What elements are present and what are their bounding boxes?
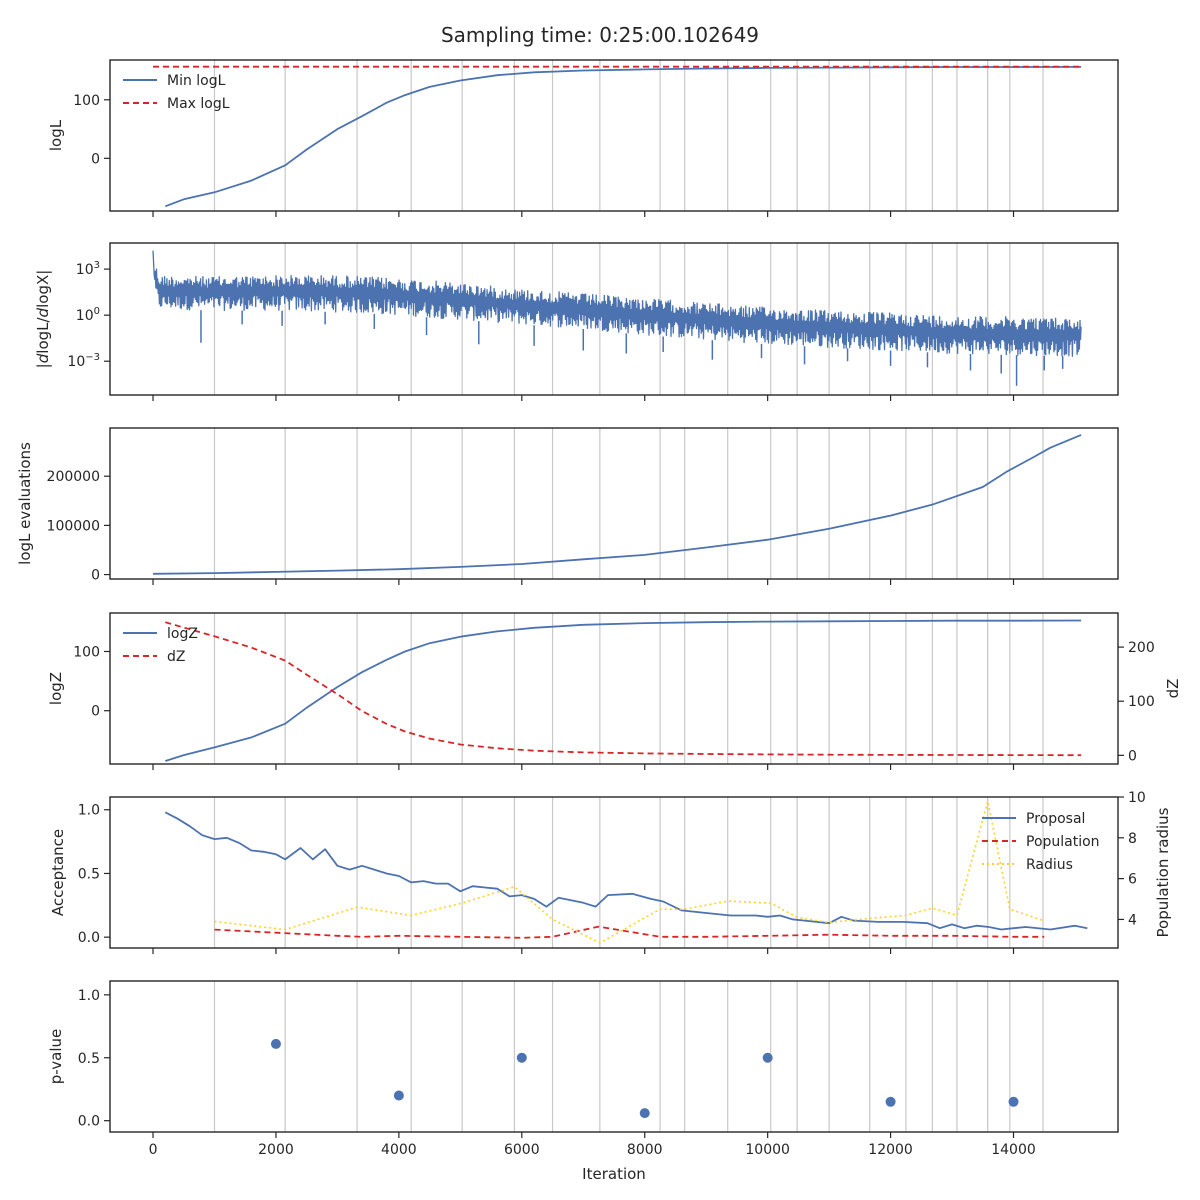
y-axis-label-part: logX [34, 275, 52, 308]
x-tick-label: 10000 [745, 1142, 790, 1158]
series-line-dz [165, 621, 1082, 757]
panel-logl: 0 100 logL Min logL Max logL [47, 59, 1119, 217]
panel-logz: 0 100 0 100 200 logZ dZ logZ dZ [47, 612, 1182, 770]
y-tick-label: 0.5 [78, 866, 100, 882]
x-tick-label: 8000 [627, 1142, 663, 1158]
data-layer [153, 65, 1082, 208]
pvalue-point [639, 1108, 650, 1119]
panel-accept: 0.0 0.5 1.0 4 6 8 10 Acceptance Population radiu… [49, 790, 1172, 954]
series-line-min-logl [164, 66, 1082, 208]
y-tick-label: 1.0 [78, 988, 100, 1004]
legend-entry: Proposal [1026, 811, 1085, 827]
panel-frame [109, 796, 1119, 949]
y-tick-label: 0.0 [78, 930, 100, 946]
y-axis-label: Acceptance [49, 829, 67, 916]
series-line-radius [214, 800, 1044, 944]
y2-tick-label: 200 [1128, 640, 1155, 656]
x-tick-label: 14000 [991, 1142, 1036, 1158]
y-tick-label-exponent: −3 [85, 352, 100, 363]
panel-pvalue: 0 2000 4000 6000 8000 10000 12000 14000 0.0 0.5 1.… [47, 980, 1119, 1158]
data-layer [152, 250, 1082, 386]
y-tick-label: 0 [91, 151, 100, 167]
y-axis-label: logZ [47, 672, 65, 705]
y-axis-label: |dlogL/dlogX| [34, 270, 52, 369]
y-tick-label: 100 [73, 644, 100, 660]
y-tick-label: 100 [76, 306, 100, 324]
pvalue-point [885, 1096, 896, 1107]
y-tick-label-base: 10 [76, 308, 94, 324]
y2-tick-label: 6 [1128, 872, 1137, 888]
y-tick-label: 100000 [47, 518, 100, 534]
y2-axis-label: Population radius [1154, 807, 1172, 937]
x-tick-label: 6000 [504, 1142, 540, 1158]
y2-tick-label: 100 [1128, 694, 1155, 710]
pvalue-point [762, 1052, 773, 1063]
y-axis-label-part: | [34, 363, 52, 368]
data-layer [270, 1038, 1019, 1119]
legend: logZ dZ [123, 626, 198, 665]
pvalue-point [393, 1090, 404, 1101]
y-tick-label: 100 [73, 93, 100, 109]
series-line-dlogl [152, 250, 1082, 357]
panel-frame [109, 242, 1119, 396]
y-tick-label: 0 [91, 704, 100, 720]
y2-axis-label: dZ [1164, 679, 1182, 699]
panel-frame [109, 427, 1119, 580]
y-axis-label-part: | [34, 270, 52, 275]
y-tick-label: 1.0 [78, 803, 100, 819]
series-line-population [214, 925, 1045, 939]
y-axis-label-part: logL/ [34, 316, 52, 353]
y-tick-label: 0 [91, 568, 100, 584]
x-tick-label: 0 [149, 1142, 158, 1158]
x-tick-label: 4000 [381, 1142, 417, 1158]
y-axis-label-part: d [34, 307, 52, 317]
y-axis-label: logL evaluations [16, 442, 34, 565]
y2-tick-label: 8 [1128, 831, 1137, 847]
y-tick-label: 0.0 [78, 1114, 100, 1130]
x-tick-label: 2000 [258, 1142, 294, 1158]
y-axis-label-part: d [34, 353, 52, 363]
legend: Proposal Population Radius [982, 811, 1100, 873]
legend: Min logL Max logL [123, 73, 230, 112]
series-line-nlike [152, 434, 1082, 575]
y-tick-label: 200000 [47, 469, 100, 485]
y-tick-label: 103 [76, 260, 100, 278]
legend-entry: Population [1026, 834, 1100, 850]
y-tick-label-base: 10 [76, 262, 94, 278]
series-line-logz [165, 619, 1082, 762]
y-tick-label: 10−3 [67, 352, 100, 370]
y2-tick-label: 4 [1128, 912, 1137, 928]
legend-entry: Min logL [167, 73, 226, 89]
y-axis-label: logL [47, 119, 65, 151]
y-tick-label-exponent: 3 [94, 260, 100, 271]
data-layer [164, 800, 1088, 944]
pvalue-point [1008, 1096, 1019, 1107]
panel-frame [109, 980, 1119, 1133]
y-tick-label: 0.5 [78, 1051, 100, 1067]
legend-entry: dZ [167, 649, 185, 665]
y-tick-label-exponent: 0 [94, 306, 100, 317]
panel-nlike: 0 100000 200000 logL evaluations [16, 427, 1119, 585]
pvalue-point [270, 1038, 281, 1049]
x-axis-label: Iteration [582, 1165, 646, 1183]
panel-frame [109, 612, 1119, 765]
data-layer [165, 619, 1082, 762]
y-axis-label: p-value [47, 1029, 65, 1085]
series-line-proposal [164, 811, 1088, 931]
legend-entry: logZ [167, 626, 198, 642]
y-tick-label-base: 10 [67, 354, 85, 370]
data-layer [152, 434, 1082, 575]
y2-tick-label: 0 [1128, 748, 1137, 764]
panel-frame [109, 59, 1119, 212]
legend-entry: Max logL [167, 96, 230, 112]
legend-entry: Radius [1026, 857, 1073, 873]
figure-title: Sampling time: 0:25:00.102649 [441, 23, 759, 47]
pvalue-point [516, 1052, 527, 1063]
y2-tick-label: 10 [1128, 790, 1146, 806]
x-tick-label: 12000 [868, 1142, 913, 1158]
